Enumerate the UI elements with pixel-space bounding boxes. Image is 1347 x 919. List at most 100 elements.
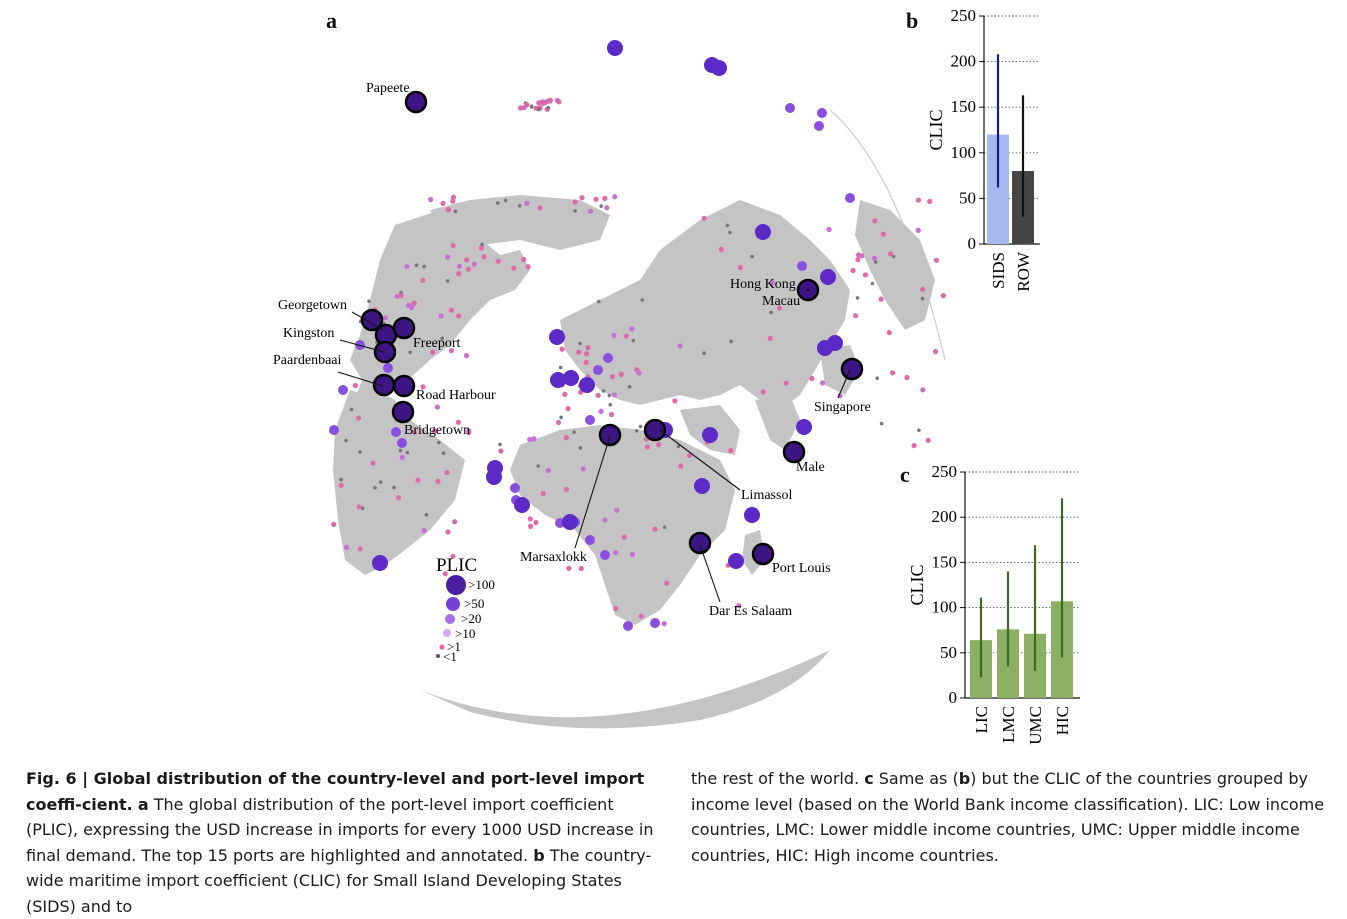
port-marker-large bbox=[579, 377, 595, 393]
port-marker-small bbox=[736, 603, 742, 609]
port-marker-small bbox=[662, 525, 667, 529]
port-marker-small bbox=[585, 345, 591, 351]
port-marker-small bbox=[432, 428, 438, 434]
port-marker-small bbox=[932, 349, 939, 355]
port-marker-small bbox=[392, 485, 396, 490]
port-marker-small bbox=[595, 392, 601, 398]
port-marker-small bbox=[398, 448, 403, 453]
panel-b-letter: b bbox=[906, 8, 919, 33]
port-marker-top bbox=[372, 373, 396, 397]
label-bridgetown: Bridgetown bbox=[404, 423, 470, 438]
label-limassol: Limassol bbox=[741, 488, 792, 503]
port-marker-small bbox=[542, 99, 548, 106]
port-marker-small bbox=[399, 454, 405, 460]
port-marker-small bbox=[444, 470, 450, 476]
port-marker-small bbox=[871, 255, 878, 261]
port-marker-small bbox=[537, 107, 541, 112]
legend-label-10: >10 bbox=[455, 626, 475, 641]
port-marker-small bbox=[769, 280, 776, 286]
landmass bbox=[333, 195, 935, 729]
port-marker-small bbox=[678, 463, 684, 469]
caption-a-text: The global distribution of the port-leve… bbox=[26, 794, 654, 865]
port-marker-large bbox=[796, 419, 812, 435]
port-marker-small bbox=[875, 376, 879, 381]
port-marker-small bbox=[599, 204, 603, 208]
port-marker-small bbox=[398, 293, 404, 299]
port-marker-small bbox=[373, 486, 377, 490]
port-marker-small bbox=[529, 104, 534, 108]
port-marker-small bbox=[343, 544, 350, 551]
legend-title: PLIC bbox=[436, 555, 477, 576]
port-marker-small bbox=[579, 195, 585, 201]
port-marker-top bbox=[688, 531, 712, 555]
port-marker-large bbox=[728, 553, 744, 569]
port-marker-medium bbox=[845, 193, 855, 203]
x-tick-label: SIDS bbox=[989, 252, 1008, 289]
port-marker-large bbox=[744, 507, 760, 523]
y-tick-label: 50 bbox=[959, 188, 976, 207]
port-marker-large bbox=[711, 60, 727, 76]
port-marker-small bbox=[356, 504, 362, 510]
port-marker-small bbox=[638, 424, 643, 429]
port-marker-small bbox=[421, 528, 427, 534]
port-marker-small bbox=[609, 374, 616, 380]
port-marker-small bbox=[933, 257, 940, 263]
port-marker-small bbox=[728, 447, 734, 454]
label-hong-kong: Hong Kong bbox=[730, 277, 796, 292]
port-marker-small bbox=[430, 349, 436, 355]
port-marker-large bbox=[487, 460, 503, 476]
y-tick-label: 150 bbox=[951, 97, 977, 116]
port-marker-medium bbox=[585, 535, 595, 545]
port-marker-top bbox=[404, 90, 428, 114]
port-marker-small bbox=[445, 529, 451, 535]
port-marker-small bbox=[862, 272, 869, 278]
port-marker-medium bbox=[585, 415, 595, 425]
port-marker-small bbox=[495, 201, 500, 205]
port-marker-small bbox=[601, 389, 606, 393]
port-marker-small bbox=[855, 296, 860, 300]
port-marker-small bbox=[664, 580, 670, 586]
port-marker-small bbox=[344, 438, 348, 443]
port-marker-small bbox=[856, 252, 862, 258]
y-tick-label: 200 bbox=[932, 507, 958, 526]
port-marker-small bbox=[573, 209, 577, 213]
port-marker-small bbox=[927, 198, 933, 204]
port-marker-small bbox=[445, 279, 450, 283]
port-marker-small bbox=[888, 251, 894, 257]
port-marker-small bbox=[853, 313, 859, 319]
port-marker-small bbox=[463, 353, 470, 359]
port-marker-small bbox=[614, 507, 620, 513]
port-marker-medium bbox=[814, 121, 824, 131]
port-marker-small bbox=[438, 313, 444, 319]
port-marker-medium bbox=[603, 353, 613, 363]
port-marker-small bbox=[521, 256, 527, 263]
port-marker-small bbox=[414, 263, 419, 268]
caption-c-ref-b: b bbox=[958, 769, 971, 788]
port-marker-small bbox=[378, 480, 383, 484]
legend-label-1: >1 bbox=[447, 639, 461, 654]
port-marker-small bbox=[466, 430, 472, 436]
port-marker-small bbox=[518, 105, 524, 111]
port-marker-small bbox=[725, 223, 730, 228]
port-marker-small bbox=[608, 411, 615, 418]
port-marker-small bbox=[578, 446, 583, 450]
port-marker-small bbox=[920, 387, 926, 393]
port-marker-small bbox=[524, 102, 530, 108]
port-marker-small bbox=[450, 242, 456, 248]
port-marker-small bbox=[593, 196, 599, 202]
port-marker-small bbox=[701, 215, 707, 221]
legend-marker-lt1 bbox=[436, 654, 440, 658]
port-marker-small bbox=[565, 406, 571, 412]
port-marker-small bbox=[618, 371, 624, 377]
port-marker-small bbox=[331, 521, 337, 528]
annotation-leaders bbox=[337, 289, 851, 603]
port-marker-small bbox=[578, 565, 584, 572]
port-marker-small bbox=[448, 307, 454, 313]
port-marker-small bbox=[441, 451, 446, 456]
port-marker-small bbox=[540, 490, 546, 497]
port-marker-small bbox=[536, 100, 543, 106]
port-marker-small bbox=[456, 271, 462, 277]
port-marker-small bbox=[465, 266, 472, 272]
y-tick-label: 100 bbox=[951, 143, 977, 162]
label-male: Male bbox=[796, 460, 825, 475]
